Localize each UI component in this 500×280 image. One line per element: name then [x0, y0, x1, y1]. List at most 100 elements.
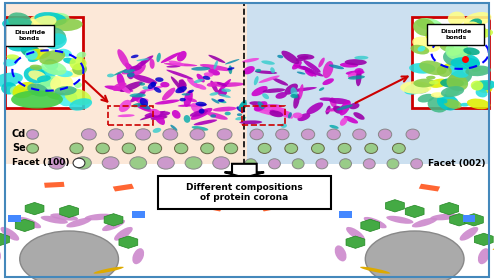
Ellipse shape: [108, 129, 124, 140]
Ellipse shape: [271, 105, 293, 119]
Ellipse shape: [344, 116, 358, 123]
Ellipse shape: [10, 86, 26, 97]
Ellipse shape: [323, 61, 334, 78]
FancyBboxPatch shape: [462, 215, 475, 222]
Ellipse shape: [31, 27, 50, 36]
Ellipse shape: [429, 79, 448, 88]
FancyBboxPatch shape: [158, 176, 330, 209]
Ellipse shape: [268, 159, 280, 169]
Ellipse shape: [334, 245, 346, 262]
Ellipse shape: [210, 92, 218, 96]
Ellipse shape: [3, 58, 18, 66]
Ellipse shape: [0, 73, 23, 87]
Ellipse shape: [208, 69, 220, 76]
Ellipse shape: [406, 129, 419, 140]
Ellipse shape: [14, 87, 24, 94]
Ellipse shape: [102, 157, 119, 169]
Ellipse shape: [243, 66, 255, 74]
Ellipse shape: [216, 82, 227, 86]
Ellipse shape: [364, 217, 386, 228]
Ellipse shape: [116, 73, 125, 88]
Ellipse shape: [27, 32, 53, 42]
Ellipse shape: [352, 129, 366, 140]
Ellipse shape: [178, 80, 186, 88]
Ellipse shape: [440, 41, 454, 52]
Bar: [242, 106, 286, 125]
FancyBboxPatch shape: [427, 24, 484, 45]
Ellipse shape: [1, 82, 16, 95]
Ellipse shape: [70, 57, 86, 70]
Ellipse shape: [138, 107, 166, 116]
Ellipse shape: [428, 97, 448, 113]
Text: Se: Se: [12, 143, 26, 153]
Ellipse shape: [255, 106, 286, 111]
Ellipse shape: [354, 112, 364, 120]
Ellipse shape: [254, 76, 258, 85]
Ellipse shape: [45, 89, 66, 100]
Ellipse shape: [171, 76, 184, 92]
Ellipse shape: [443, 50, 464, 66]
Ellipse shape: [428, 34, 440, 43]
Ellipse shape: [132, 55, 154, 71]
Ellipse shape: [20, 44, 40, 58]
Ellipse shape: [437, 94, 459, 111]
Ellipse shape: [40, 77, 56, 87]
Ellipse shape: [152, 128, 161, 133]
Ellipse shape: [139, 82, 145, 86]
Ellipse shape: [73, 158, 85, 168]
Ellipse shape: [418, 94, 434, 102]
Ellipse shape: [228, 65, 232, 74]
Ellipse shape: [56, 70, 73, 77]
Ellipse shape: [127, 73, 134, 77]
Ellipse shape: [38, 13, 70, 27]
Ellipse shape: [277, 55, 283, 58]
Ellipse shape: [74, 157, 92, 169]
Ellipse shape: [441, 86, 464, 97]
Text: Facet (002): Facet (002): [428, 159, 486, 168]
Ellipse shape: [184, 90, 193, 107]
Ellipse shape: [441, 99, 448, 104]
Ellipse shape: [252, 86, 268, 96]
Ellipse shape: [182, 93, 190, 95]
Ellipse shape: [298, 113, 310, 121]
Ellipse shape: [492, 246, 500, 250]
Ellipse shape: [348, 72, 362, 78]
Ellipse shape: [168, 60, 184, 66]
Ellipse shape: [328, 98, 350, 104]
Ellipse shape: [192, 126, 208, 131]
Ellipse shape: [39, 50, 65, 65]
Ellipse shape: [276, 92, 287, 99]
Ellipse shape: [26, 130, 38, 139]
Ellipse shape: [30, 65, 43, 70]
Ellipse shape: [364, 159, 375, 169]
Ellipse shape: [8, 12, 32, 30]
FancyBboxPatch shape: [5, 17, 83, 108]
Ellipse shape: [190, 129, 205, 140]
Ellipse shape: [459, 49, 471, 55]
Ellipse shape: [24, 88, 41, 95]
Ellipse shape: [122, 67, 135, 74]
Ellipse shape: [52, 18, 82, 31]
Ellipse shape: [206, 82, 220, 87]
Ellipse shape: [125, 63, 134, 73]
Ellipse shape: [254, 101, 268, 111]
Ellipse shape: [114, 227, 133, 241]
Ellipse shape: [228, 67, 234, 70]
Ellipse shape: [320, 97, 334, 101]
Ellipse shape: [25, 50, 38, 60]
Ellipse shape: [107, 74, 114, 77]
Text: Different compositions
of protein corona: Different compositions of protein corona: [186, 183, 302, 202]
Ellipse shape: [214, 60, 218, 69]
Ellipse shape: [0, 227, 19, 241]
Ellipse shape: [114, 69, 128, 76]
Ellipse shape: [239, 101, 247, 111]
Ellipse shape: [276, 129, 289, 140]
Ellipse shape: [400, 81, 432, 94]
Ellipse shape: [218, 89, 227, 96]
Ellipse shape: [28, 70, 46, 81]
Ellipse shape: [37, 76, 61, 93]
Ellipse shape: [11, 90, 63, 109]
Ellipse shape: [413, 18, 436, 36]
Ellipse shape: [166, 65, 180, 68]
Ellipse shape: [235, 116, 246, 120]
